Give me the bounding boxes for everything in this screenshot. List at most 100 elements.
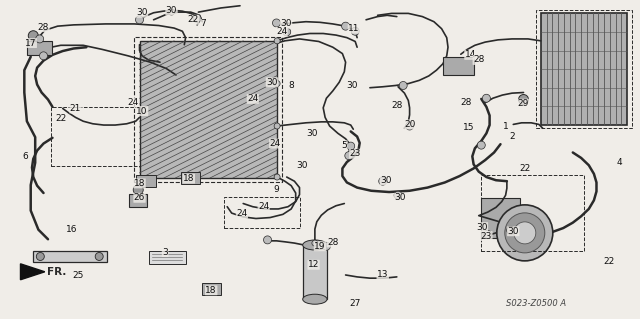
Text: 21: 21 bbox=[70, 104, 81, 113]
Circle shape bbox=[168, 9, 175, 15]
Bar bbox=[481, 175, 584, 251]
Text: 1: 1 bbox=[503, 122, 508, 131]
Text: 22: 22 bbox=[519, 164, 531, 173]
Text: 23: 23 bbox=[349, 149, 361, 158]
Circle shape bbox=[347, 142, 355, 150]
Bar bbox=[136, 175, 156, 187]
Text: 26: 26 bbox=[134, 193, 145, 202]
Text: 22: 22 bbox=[55, 114, 67, 122]
Circle shape bbox=[264, 236, 271, 244]
Text: 22: 22 bbox=[604, 257, 615, 266]
Circle shape bbox=[518, 94, 529, 105]
Circle shape bbox=[379, 177, 387, 185]
Circle shape bbox=[477, 141, 485, 149]
Text: 14: 14 bbox=[465, 50, 476, 59]
Bar bbox=[443, 57, 474, 75]
Circle shape bbox=[323, 242, 330, 250]
Text: 30: 30 bbox=[166, 6, 177, 15]
Ellipse shape bbox=[303, 294, 327, 304]
Text: 23: 23 bbox=[481, 232, 492, 241]
Circle shape bbox=[40, 52, 47, 60]
Ellipse shape bbox=[303, 240, 327, 250]
Text: 24: 24 bbox=[127, 98, 139, 107]
Circle shape bbox=[399, 81, 407, 90]
Text: 27: 27 bbox=[349, 299, 361, 308]
Text: 29: 29 bbox=[518, 99, 529, 108]
Text: 30: 30 bbox=[307, 129, 318, 138]
Circle shape bbox=[342, 22, 349, 30]
Circle shape bbox=[406, 122, 413, 130]
Polygon shape bbox=[20, 264, 45, 280]
Text: 24: 24 bbox=[269, 139, 281, 148]
Circle shape bbox=[505, 213, 545, 253]
Text: 16: 16 bbox=[66, 225, 77, 234]
Circle shape bbox=[351, 27, 359, 35]
Text: 24: 24 bbox=[247, 94, 259, 103]
Bar bbox=[149, 251, 186, 264]
Text: 18: 18 bbox=[205, 286, 217, 295]
Circle shape bbox=[484, 230, 492, 239]
Bar bbox=[541, 13, 627, 125]
Bar bbox=[181, 172, 200, 184]
Bar bbox=[202, 283, 221, 295]
Circle shape bbox=[136, 16, 143, 24]
Text: 10: 10 bbox=[136, 107, 148, 115]
Text: 18: 18 bbox=[183, 174, 195, 183]
Bar bbox=[51, 107, 140, 166]
Circle shape bbox=[133, 185, 143, 195]
Text: S023-Z0500 A: S023-Z0500 A bbox=[506, 299, 566, 308]
Circle shape bbox=[514, 222, 536, 244]
Text: 28: 28 bbox=[391, 101, 403, 110]
Circle shape bbox=[274, 174, 280, 180]
Bar bbox=[536, 10, 632, 128]
Text: 2: 2 bbox=[509, 132, 515, 141]
Text: 28: 28 bbox=[327, 238, 339, 247]
Text: 30: 30 bbox=[136, 8, 148, 17]
Text: 30: 30 bbox=[394, 193, 406, 202]
Text: 30: 30 bbox=[266, 78, 278, 87]
Circle shape bbox=[28, 31, 38, 41]
Circle shape bbox=[345, 152, 353, 160]
Text: 11: 11 bbox=[348, 24, 360, 33]
Text: 19: 19 bbox=[314, 242, 326, 251]
Circle shape bbox=[95, 252, 103, 261]
Text: 30: 30 bbox=[508, 227, 519, 236]
Text: FR.: FR. bbox=[47, 267, 67, 277]
Circle shape bbox=[274, 123, 280, 129]
Circle shape bbox=[283, 28, 291, 36]
Bar bbox=[33, 251, 107, 262]
Text: 28: 28 bbox=[460, 98, 472, 107]
Text: 30: 30 bbox=[380, 176, 392, 185]
Bar bbox=[303, 245, 327, 299]
Text: 20: 20 bbox=[404, 120, 415, 129]
Circle shape bbox=[497, 205, 553, 261]
Text: 30: 30 bbox=[346, 81, 358, 90]
Bar bbox=[224, 197, 300, 228]
Bar bbox=[27, 41, 52, 55]
Text: 6: 6 bbox=[23, 152, 28, 161]
Circle shape bbox=[274, 38, 280, 44]
Text: 12: 12 bbox=[308, 260, 319, 269]
Text: 13: 13 bbox=[377, 271, 388, 279]
Text: 9: 9 bbox=[274, 185, 279, 194]
Bar bbox=[481, 198, 520, 238]
Circle shape bbox=[273, 19, 280, 27]
Text: 22: 22 bbox=[188, 15, 199, 24]
Circle shape bbox=[36, 252, 44, 261]
Bar bbox=[140, 41, 277, 178]
Text: 24: 24 bbox=[276, 27, 287, 36]
Text: 5: 5 bbox=[342, 141, 347, 150]
Text: 30: 30 bbox=[476, 223, 488, 232]
Text: 3: 3 bbox=[163, 248, 168, 256]
Circle shape bbox=[394, 191, 402, 199]
Text: 24: 24 bbox=[236, 209, 248, 218]
Text: 28: 28 bbox=[38, 23, 49, 32]
Text: 25: 25 bbox=[72, 271, 84, 280]
Circle shape bbox=[312, 240, 318, 246]
Circle shape bbox=[193, 14, 201, 23]
Circle shape bbox=[483, 94, 490, 102]
Text: 8: 8 bbox=[289, 81, 294, 90]
Text: 28: 28 bbox=[473, 56, 484, 64]
Text: 17: 17 bbox=[25, 39, 36, 48]
Circle shape bbox=[36, 35, 44, 43]
